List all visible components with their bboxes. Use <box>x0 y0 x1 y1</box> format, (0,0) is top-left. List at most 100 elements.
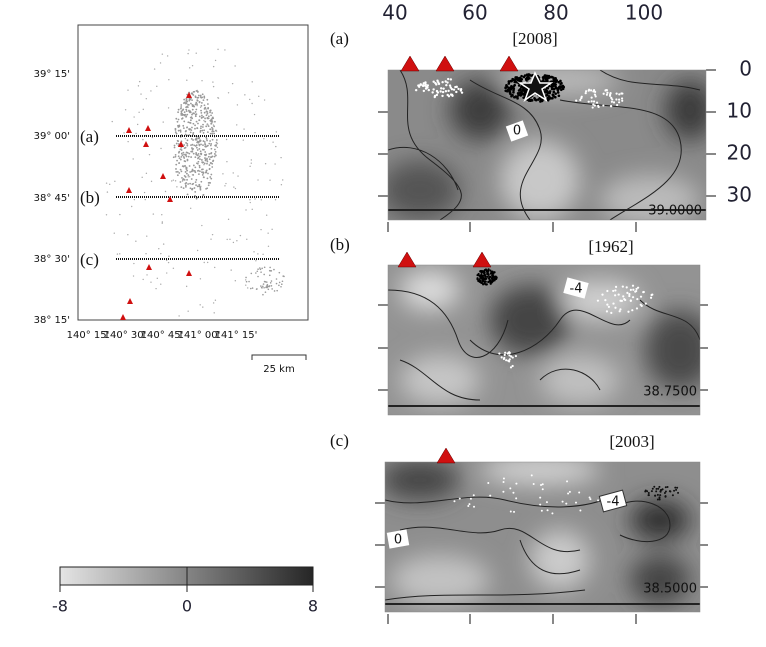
event <box>202 176 205 179</box>
event <box>195 108 198 111</box>
section-c <box>385 462 700 612</box>
event <box>172 156 175 159</box>
event <box>222 173 224 175</box>
event <box>180 110 183 113</box>
event <box>546 509 549 512</box>
event <box>193 144 196 147</box>
event <box>175 163 178 166</box>
event <box>175 142 178 145</box>
scale-label: 25 km <box>263 364 294 375</box>
event <box>414 88 418 92</box>
event <box>191 174 194 176</box>
event <box>151 136 154 139</box>
event <box>478 278 481 281</box>
event <box>477 279 480 283</box>
event <box>431 91 434 94</box>
event <box>195 184 197 187</box>
event <box>214 120 216 123</box>
event <box>554 85 557 88</box>
event <box>607 305 611 308</box>
event <box>207 103 209 105</box>
event <box>199 129 202 132</box>
event <box>198 148 201 150</box>
event <box>197 122 199 125</box>
profile-label: (c) <box>80 250 99 269</box>
event <box>213 312 215 314</box>
event <box>206 177 209 180</box>
event <box>166 272 168 274</box>
event <box>215 141 218 144</box>
event <box>202 99 205 101</box>
event <box>172 179 175 181</box>
event <box>562 85 566 89</box>
event <box>210 238 212 240</box>
event <box>183 160 186 162</box>
event <box>152 213 155 215</box>
event <box>132 134 135 137</box>
map-frame <box>77 24 309 321</box>
event <box>119 213 121 216</box>
event <box>263 280 266 283</box>
event <box>270 280 273 282</box>
event <box>205 125 208 128</box>
event <box>612 289 615 293</box>
event <box>194 156 197 159</box>
event <box>178 162 181 164</box>
event <box>509 92 512 96</box>
event <box>192 182 195 185</box>
event <box>178 157 181 160</box>
event <box>675 488 678 491</box>
event <box>255 288 258 290</box>
event <box>625 286 628 289</box>
event <box>207 172 209 175</box>
event <box>192 122 195 125</box>
event <box>203 148 205 151</box>
event <box>196 185 199 188</box>
event <box>176 120 179 123</box>
event <box>145 252 147 255</box>
event <box>265 286 267 289</box>
event <box>194 115 197 118</box>
event <box>516 97 519 100</box>
event <box>271 288 273 290</box>
event <box>183 144 186 146</box>
event <box>488 279 491 283</box>
event <box>575 99 578 102</box>
event <box>199 170 201 173</box>
event <box>194 111 197 113</box>
event <box>105 214 108 216</box>
event <box>191 99 193 102</box>
event <box>207 106 210 109</box>
event <box>198 144 201 147</box>
event <box>177 140 180 143</box>
event <box>133 262 135 265</box>
event <box>196 103 198 105</box>
section-b <box>388 265 700 415</box>
event <box>174 131 177 133</box>
event <box>211 112 214 114</box>
event <box>482 272 486 275</box>
event <box>203 119 205 122</box>
event <box>195 197 198 200</box>
event <box>179 168 182 171</box>
event <box>189 119 192 122</box>
event <box>507 80 511 84</box>
event <box>677 491 680 494</box>
event <box>245 209 247 211</box>
event <box>178 150 181 153</box>
event <box>539 496 542 499</box>
event <box>185 172 188 175</box>
event <box>427 88 430 92</box>
event <box>493 275 496 278</box>
event <box>201 129 204 132</box>
event <box>208 167 211 170</box>
event <box>202 116 205 118</box>
event <box>167 107 170 109</box>
event <box>609 104 613 108</box>
event <box>249 165 251 168</box>
event <box>216 146 219 149</box>
event <box>144 198 146 201</box>
event <box>519 94 522 97</box>
event <box>156 277 159 280</box>
event <box>200 125 202 128</box>
